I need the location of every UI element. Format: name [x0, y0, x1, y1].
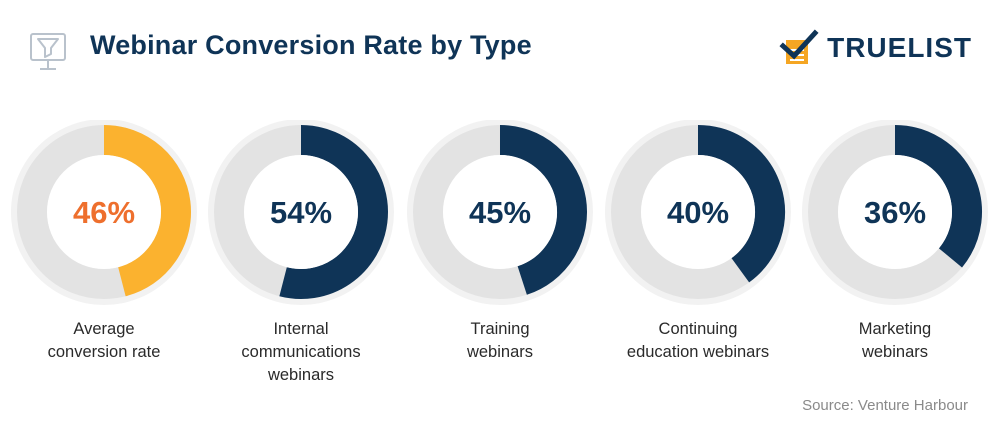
donut-category-label: Continuing education webinars	[608, 318, 788, 364]
donut-value-label: 46%	[73, 195, 135, 230]
caption-line: communications	[241, 343, 361, 361]
donut-hole	[443, 155, 557, 269]
donut-hole	[47, 155, 161, 269]
donut-value-label: 36%	[864, 195, 926, 230]
donut-category-label: Internal communications webinars	[211, 318, 391, 387]
donut-category-label: Average conversion rate	[14, 318, 194, 364]
caption-line: conversion rate	[47, 343, 161, 361]
donut-category-label: Training webinars	[410, 318, 590, 364]
donut-hole	[838, 155, 952, 269]
caption-line: Continuing	[658, 320, 738, 338]
donut-value-label: 54%	[270, 195, 332, 230]
funnel-monitor-icon	[30, 33, 66, 70]
caption-line: Internal	[273, 320, 329, 338]
donut-segment	[103, 125, 191, 297]
donut-segment	[697, 125, 785, 283]
donut-segment	[499, 125, 587, 295]
checkmark-clipboard-icon	[779, 29, 819, 64]
caption-line: education webinars	[626, 343, 770, 361]
caption-line: Training	[470, 320, 530, 338]
donut-hole	[641, 155, 755, 269]
brand-logo: TRUELIST	[779, 28, 972, 68]
caption-line: webinars	[267, 366, 335, 384]
brand-name: TRUELIST	[827, 32, 972, 63]
caption-line: webinars	[861, 343, 929, 361]
caption-line: webinars	[466, 343, 534, 361]
donut-hole	[244, 155, 358, 269]
donut-value-label: 45%	[469, 195, 531, 230]
donut-category-label: Marketing webinars	[805, 318, 985, 364]
source-note: Source: Venture Harbour	[802, 397, 968, 414]
donut-charts: 46% 54% 45% 40% 36%	[11, 120, 988, 305]
caption-line: Average	[73, 320, 135, 338]
caption-line: Marketing	[858, 320, 932, 338]
donut-segment	[894, 125, 982, 268]
donut-segment	[279, 125, 388, 299]
donut-value-label: 40%	[667, 195, 729, 230]
page-title: Webinar Conversion Rate by Type	[90, 30, 532, 60]
